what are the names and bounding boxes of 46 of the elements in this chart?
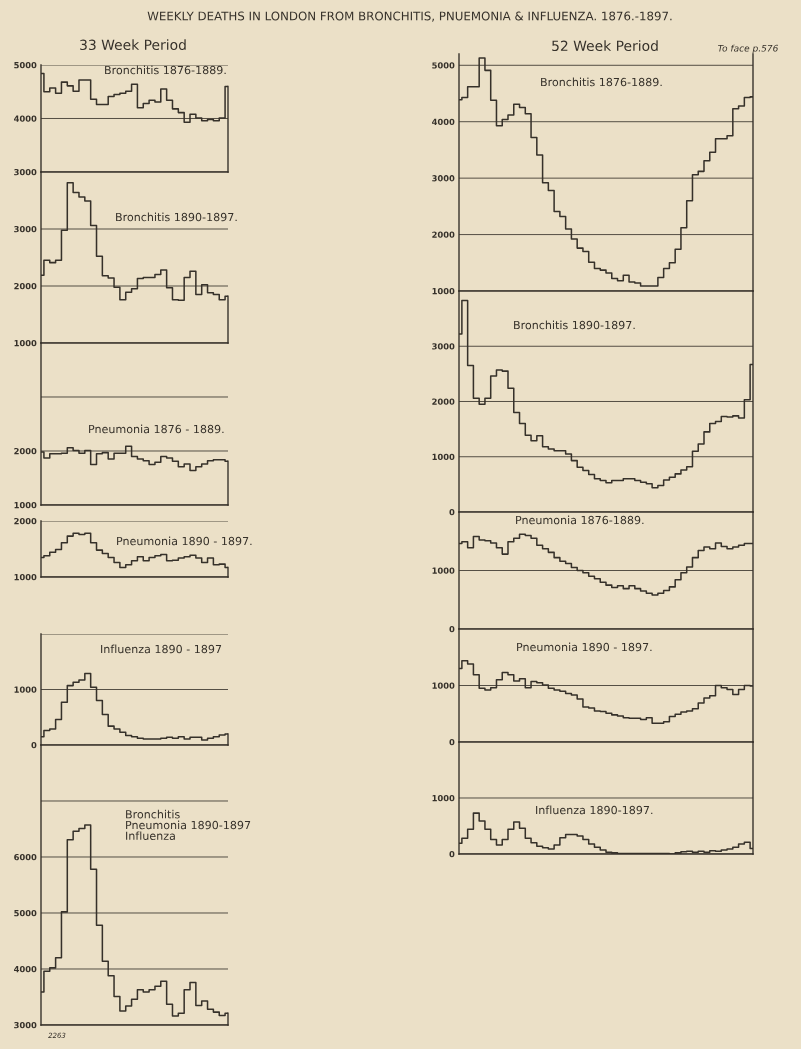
y-tick-label: 3000 <box>14 168 37 176</box>
y-tick-label: 0 <box>449 850 455 858</box>
y-tick-label: 1000 <box>432 794 455 802</box>
y-tick-label: 4000 <box>14 115 37 122</box>
y-tick-label: 1000 <box>432 567 455 574</box>
y-tick-label: 2000 <box>14 282 37 290</box>
text: Bronchitis 1890-1897. <box>116 212 237 222</box>
y-tick-label: 3000 <box>432 175 455 182</box>
chart-title: Pneumonia 1876-1889. <box>516 515 644 525</box>
text: Bronchitis 1890-1897. <box>514 320 635 330</box>
y-tick-label: 1000 <box>432 287 455 295</box>
y-tick-label: 1000 <box>14 501 37 509</box>
y-tick-label: 0 <box>449 738 455 746</box>
y-tick-label: 1000 <box>14 686 37 693</box>
y-tick-label: 2000 <box>14 517 37 525</box>
y-tick-label: 5000 <box>432 62 455 69</box>
y-tick-label: 2000 <box>432 398 455 405</box>
y-tick-label: 6000 <box>14 853 37 861</box>
text: Bronchitis Pneumonia 1890-1897 Influenza <box>126 809 251 840</box>
y-tick-label: 0 <box>31 741 37 749</box>
y-tick-label: 3000 <box>14 225 37 233</box>
text: 33 Week Period <box>80 39 186 51</box>
y-tick-label: 2000 <box>14 447 37 455</box>
y-tick-label: 1000 <box>432 682 455 689</box>
y-tick-label: 2000 <box>432 231 455 238</box>
text: To face p.576 <box>718 44 778 54</box>
y-tick-label: 3000 <box>432 343 455 350</box>
y-tick-label: 0 <box>449 508 455 516</box>
y-tick-label: 4000 <box>14 965 37 973</box>
y-tick-label: 5000 <box>14 909 37 917</box>
y-tick-label: 1000 <box>14 573 37 581</box>
text: 52 Week Period <box>552 40 658 52</box>
text: Influenza 1890-1897. <box>536 805 653 815</box>
text: WEEKLY DEATHS IN LONDON FROM BRONCHITIS, PNUEMONIA & INFLUENZA. 1876.-1897. <box>147 11 672 22</box>
y-tick-label: 3000 <box>14 1021 37 1029</box>
text: Bronchitis 1876-1889. <box>541 77 662 87</box>
chart-title: Bronchitis 1876-1889. <box>105 65 226 75</box>
y-tick-label: 0 <box>449 625 455 633</box>
text: Pneumonia 1890 - 1897. <box>117 536 252 546</box>
text: Influenza 1890 - 1897 <box>101 644 222 654</box>
y-tick-label: 5000 <box>14 61 37 69</box>
y-tick-label: 1000 <box>14 339 37 347</box>
text: Pneumonia 1876 - 1889. <box>89 424 224 434</box>
y-tick-label: 4000 <box>432 118 455 125</box>
text: Pneumonia 1890 - 1897. <box>517 642 652 652</box>
y-tick-label: 1000 <box>432 453 455 461</box>
